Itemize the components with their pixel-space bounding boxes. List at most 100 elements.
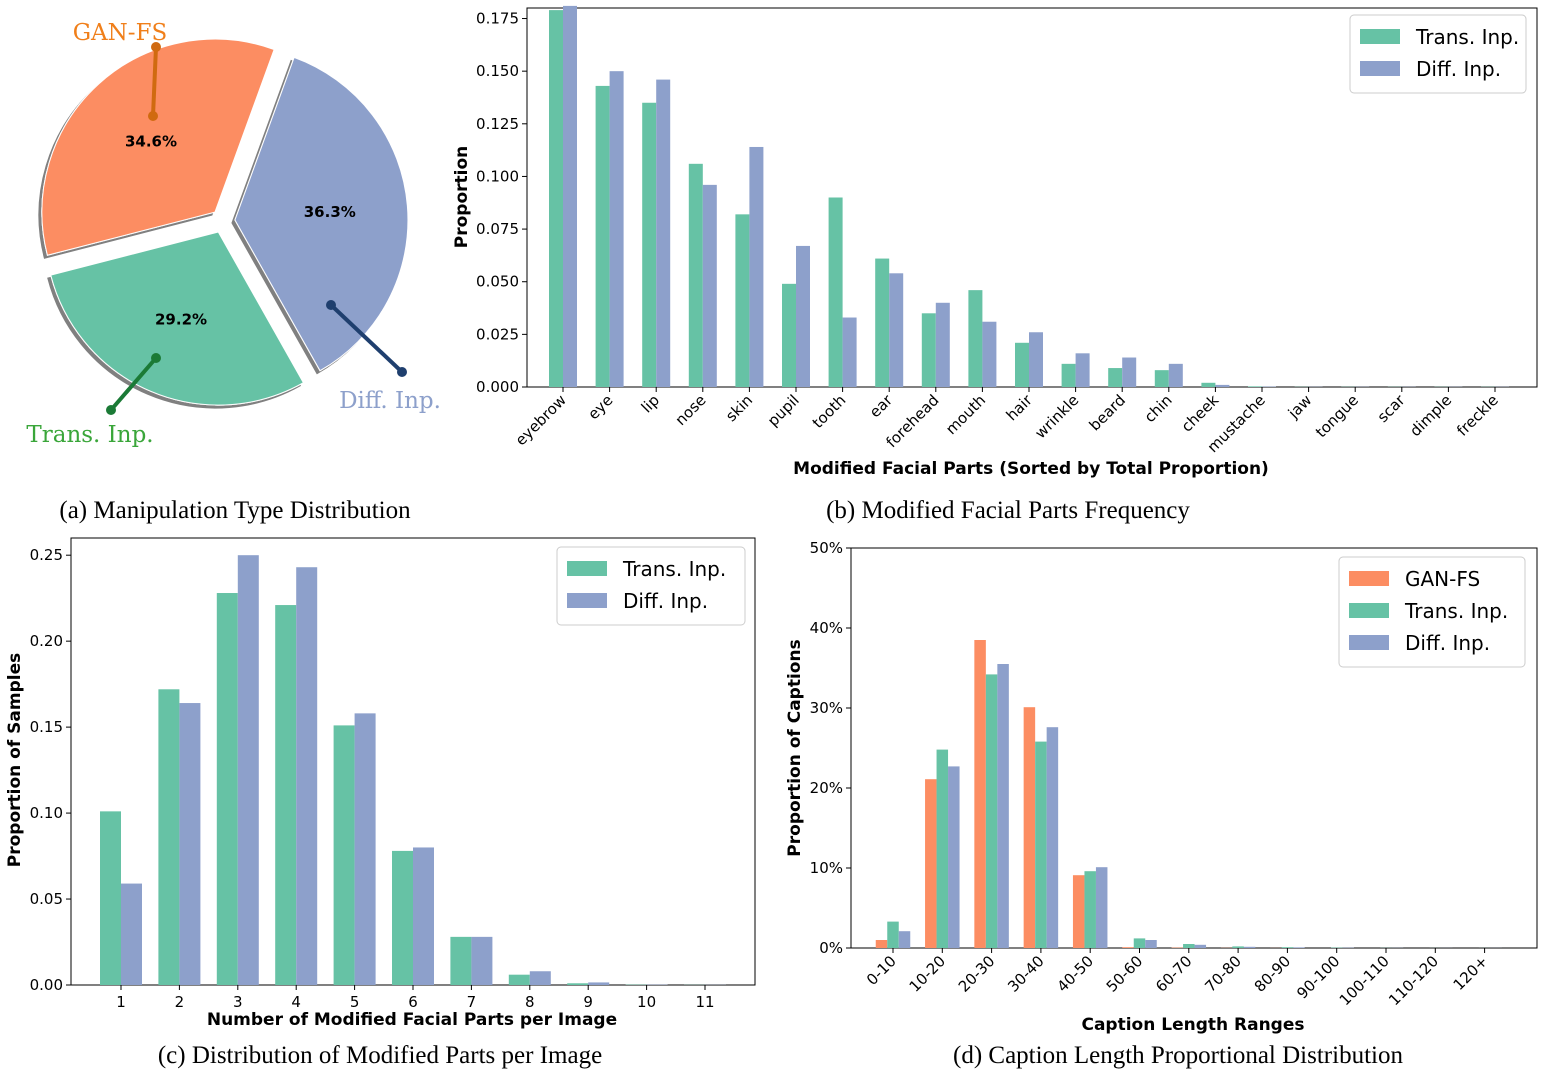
y-tick-label: 0.25	[30, 546, 63, 564]
y-tick-label: 0.000	[476, 378, 519, 396]
x-tick-label: 8	[525, 993, 535, 1011]
bar-diff-nose	[702, 184, 717, 387]
x-tick-label: eye	[584, 391, 616, 423]
caption-d: (d) Caption Length Proportional Distribu…	[953, 1042, 1403, 1069]
pie-label-diff: Diff. Inp.	[339, 388, 441, 414]
bar-trans-tooth	[828, 197, 843, 387]
x-tick-label: 40-50	[1053, 952, 1097, 996]
bar-trans-60-70	[1183, 944, 1195, 948]
x-tick-label: chin	[1141, 391, 1176, 426]
facial-parts-frequency-panel: 0.000 0.025 0.050 0.075 0.100 0.125 0.150 0.175…	[452, 5, 1538, 479]
bar-trans-eyebrow	[549, 10, 563, 387]
bar-diff-7	[471, 936, 493, 985]
x-tick-label: 30-40	[1004, 952, 1048, 996]
bar-diff-1	[121, 883, 142, 985]
x-axis-label: Caption Length Ranges	[1081, 1015, 1304, 1035]
bar-diff-hair	[1029, 332, 1043, 387]
bar-trans-10-20	[936, 749, 949, 948]
x-tick-label: 4	[291, 993, 301, 1011]
x-tick-label: 10-20	[906, 952, 950, 996]
y-tick-label: 0%	[819, 939, 843, 957]
bar-trans-chin	[1154, 370, 1169, 387]
x-tick-label: 70-80	[1201, 952, 1245, 996]
bar-trans-eye	[595, 85, 610, 388]
bar-trans-hair	[1015, 342, 1029, 387]
y-tick-label: 10%	[810, 859, 843, 877]
bar-trans-mouth	[968, 290, 983, 387]
y-tick-label: 0.125	[476, 115, 519, 133]
bar-diff-2	[179, 703, 201, 985]
x-tick-label: 11	[695, 993, 714, 1011]
bar-gan-10-20	[925, 779, 937, 948]
y-tick-label: 0.20	[30, 632, 63, 650]
bar-diff-tooth	[842, 317, 857, 387]
x-tick-label: 50-60	[1103, 952, 1147, 996]
bar-trans-pupil	[782, 283, 796, 387]
x-tick-label: 2	[175, 993, 185, 1011]
bar-trans-lip	[642, 102, 657, 387]
bar-trans-cheek	[1201, 382, 1216, 387]
bar-trans-2	[158, 689, 180, 985]
y-tick-label: 0.10	[30, 804, 63, 822]
x-tick-label: ear	[866, 391, 897, 422]
bar-diff-20-30	[997, 664, 1009, 948]
x-tick-label: mouth	[942, 391, 989, 438]
bar-trans-30-40	[1035, 741, 1047, 948]
bar-trans-50-60	[1133, 938, 1146, 948]
bar-trans-ear	[875, 258, 890, 387]
bar-gan-0-10	[875, 940, 888, 948]
legend-swatch-trans	[1360, 29, 1400, 44]
leader-dot-end-trans	[106, 405, 116, 415]
pie-slice-gan	[41, 38, 275, 256]
legend-label-trans: Trans. Inp.	[1404, 599, 1508, 623]
bar-diff-6	[413, 847, 434, 985]
x-tick-label: freckle	[1453, 391, 1502, 440]
bar-trans-9	[567, 983, 589, 985]
bar-trans-1	[100, 811, 121, 985]
legend-label-diff: Diff. Inp.	[1405, 631, 1490, 655]
y-tick-label: 30%	[810, 699, 843, 717]
x-tick-label: pupil	[764, 391, 803, 430]
bar-trans-beard	[1108, 368, 1123, 387]
bar-diff-ear	[889, 273, 904, 387]
x-tick-label: 10	[637, 993, 656, 1011]
caption-c: (c) Distribution of Modified Parts per I…	[158, 1042, 602, 1069]
x-tick-label: lip	[638, 391, 663, 416]
leader-dot-start-gan	[148, 111, 158, 121]
x-tick-label: 20-30	[955, 952, 999, 996]
y-tick-label: 0.15	[30, 718, 63, 736]
bar-trans-wrinkle	[1061, 363, 1076, 387]
legend-swatch-diff	[567, 593, 607, 608]
bar-diff-forehead	[935, 302, 950, 387]
bar-diff-3	[237, 555, 259, 985]
legend-swatch-gan	[1349, 571, 1389, 586]
x-tick-label: tongue	[1312, 391, 1362, 441]
bar-trans-6	[392, 850, 413, 985]
pie-label-gan: GAN-FS	[73, 20, 168, 46]
y-tick-label: 0.175	[476, 10, 519, 28]
bar-diff-mouth	[982, 321, 997, 387]
leader-line-diff	[329, 303, 404, 374]
bar-diff-60-70	[1194, 944, 1207, 948]
y-tick-label: 0.00	[30, 976, 63, 994]
caption-length-panel: 0% 10% 20% 30% 40% 50% 0-10 10-20 20-30 30-40 40-5…	[785, 539, 1538, 1035]
y-tick-label: 0.050	[476, 273, 519, 291]
leader-dot-end-diff	[397, 367, 407, 377]
bar-diff-cheek	[1215, 384, 1230, 387]
pie-panel: 34.6% GAN-FS 29.2% Trans. Inp. 36.3% Diff. In…	[26, 20, 441, 448]
pie-slice-trans	[50, 231, 305, 406]
bar-diff-lip	[656, 79, 671, 387]
x-tick-label: eyebrow	[512, 391, 570, 449]
legend-label-diff: Diff. Inp.	[623, 589, 708, 613]
x-tick-label: nose	[672, 391, 710, 429]
bar-diff-wrinkle	[1075, 353, 1090, 387]
x-tick-label: skin	[722, 391, 756, 425]
bar-diff-5	[354, 713, 376, 985]
legend-swatch-trans	[1349, 603, 1389, 618]
leader-dot-start-trans	[151, 353, 161, 363]
caption-a: (a) Manipulation Type Distribution	[59, 497, 411, 524]
bar-diff-8	[529, 971, 551, 985]
x-tick-label: scar	[1374, 391, 1410, 427]
leader-line-trans	[109, 356, 158, 412]
